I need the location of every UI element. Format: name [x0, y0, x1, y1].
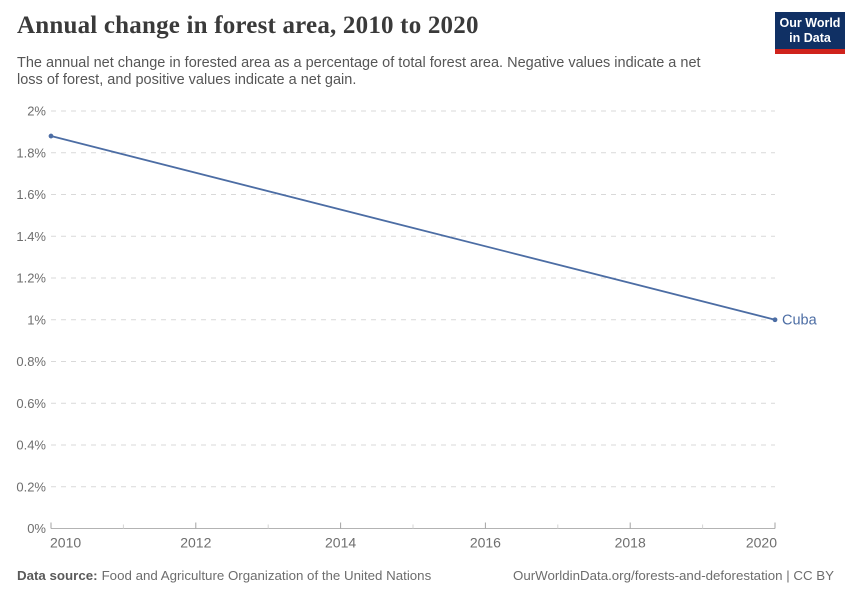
data-source-label: Data source:	[17, 568, 98, 583]
series-start-point	[48, 133, 54, 139]
chart-subtitle-line: loss of forest, and positive values indi…	[17, 72, 357, 88]
x-tick-label: 2016	[470, 535, 501, 551]
y-tick-label: 0.6%	[16, 396, 46, 411]
series-entity-label[interactable]: Cuba	[782, 312, 818, 328]
series-end-point	[772, 317, 778, 323]
y-tick-label: 1.8%	[16, 145, 46, 160]
chart-footer: Data source: Food and Agriculture Organiz…	[17, 568, 834, 583]
x-tick-label: 2020	[746, 535, 777, 551]
chart-subtitle: The annual net change in forested area a…	[17, 55, 727, 89]
owid-logo-red-bar	[775, 49, 845, 54]
y-tick-label: 2%	[27, 104, 46, 119]
data-source: Data source: Food and Agriculture Organiz…	[17, 568, 431, 583]
x-tick-label: 2014	[325, 535, 356, 551]
y-tick-label: 0.4%	[16, 438, 46, 453]
owid-logo-text: Our World in Data	[775, 12, 845, 49]
y-tick-label: 1.4%	[16, 229, 46, 244]
data-source-value: Food and Agriculture Organization of the…	[101, 568, 432, 583]
credit-link[interactable]: OurWorldinData.org/forests-and-deforesta…	[513, 568, 834, 583]
y-tick-label: 1.2%	[16, 271, 46, 286]
x-tick-label: 2010	[50, 535, 81, 551]
page-title: Annual change in forest area, 2010 to 20…	[17, 12, 479, 39]
owid-logo-line: in Data	[789, 31, 831, 45]
series-line[interactable]	[50, 135, 776, 321]
y-tick-label: 0.2%	[16, 479, 46, 494]
y-tick-label: 0.8%	[16, 354, 46, 369]
y-tick-label: 1%	[27, 312, 46, 327]
owid-logo-line: Our World	[779, 16, 841, 30]
owid-logo[interactable]: Our World in Data	[775, 12, 845, 54]
chart-subtitle-line: The annual net change in forested area a…	[17, 55, 701, 71]
x-tick-label: 2012	[180, 535, 211, 551]
y-tick-label: 1.6%	[16, 187, 46, 202]
y-tick-label: 0%	[27, 521, 46, 536]
x-tick-label: 2018	[615, 535, 646, 551]
line-chart: 0% 0.2% 0.4% 0.6% 0.8% 1% 1.2% 1.4% 1.6% 1.8% 2% 20…	[16, 104, 818, 551]
